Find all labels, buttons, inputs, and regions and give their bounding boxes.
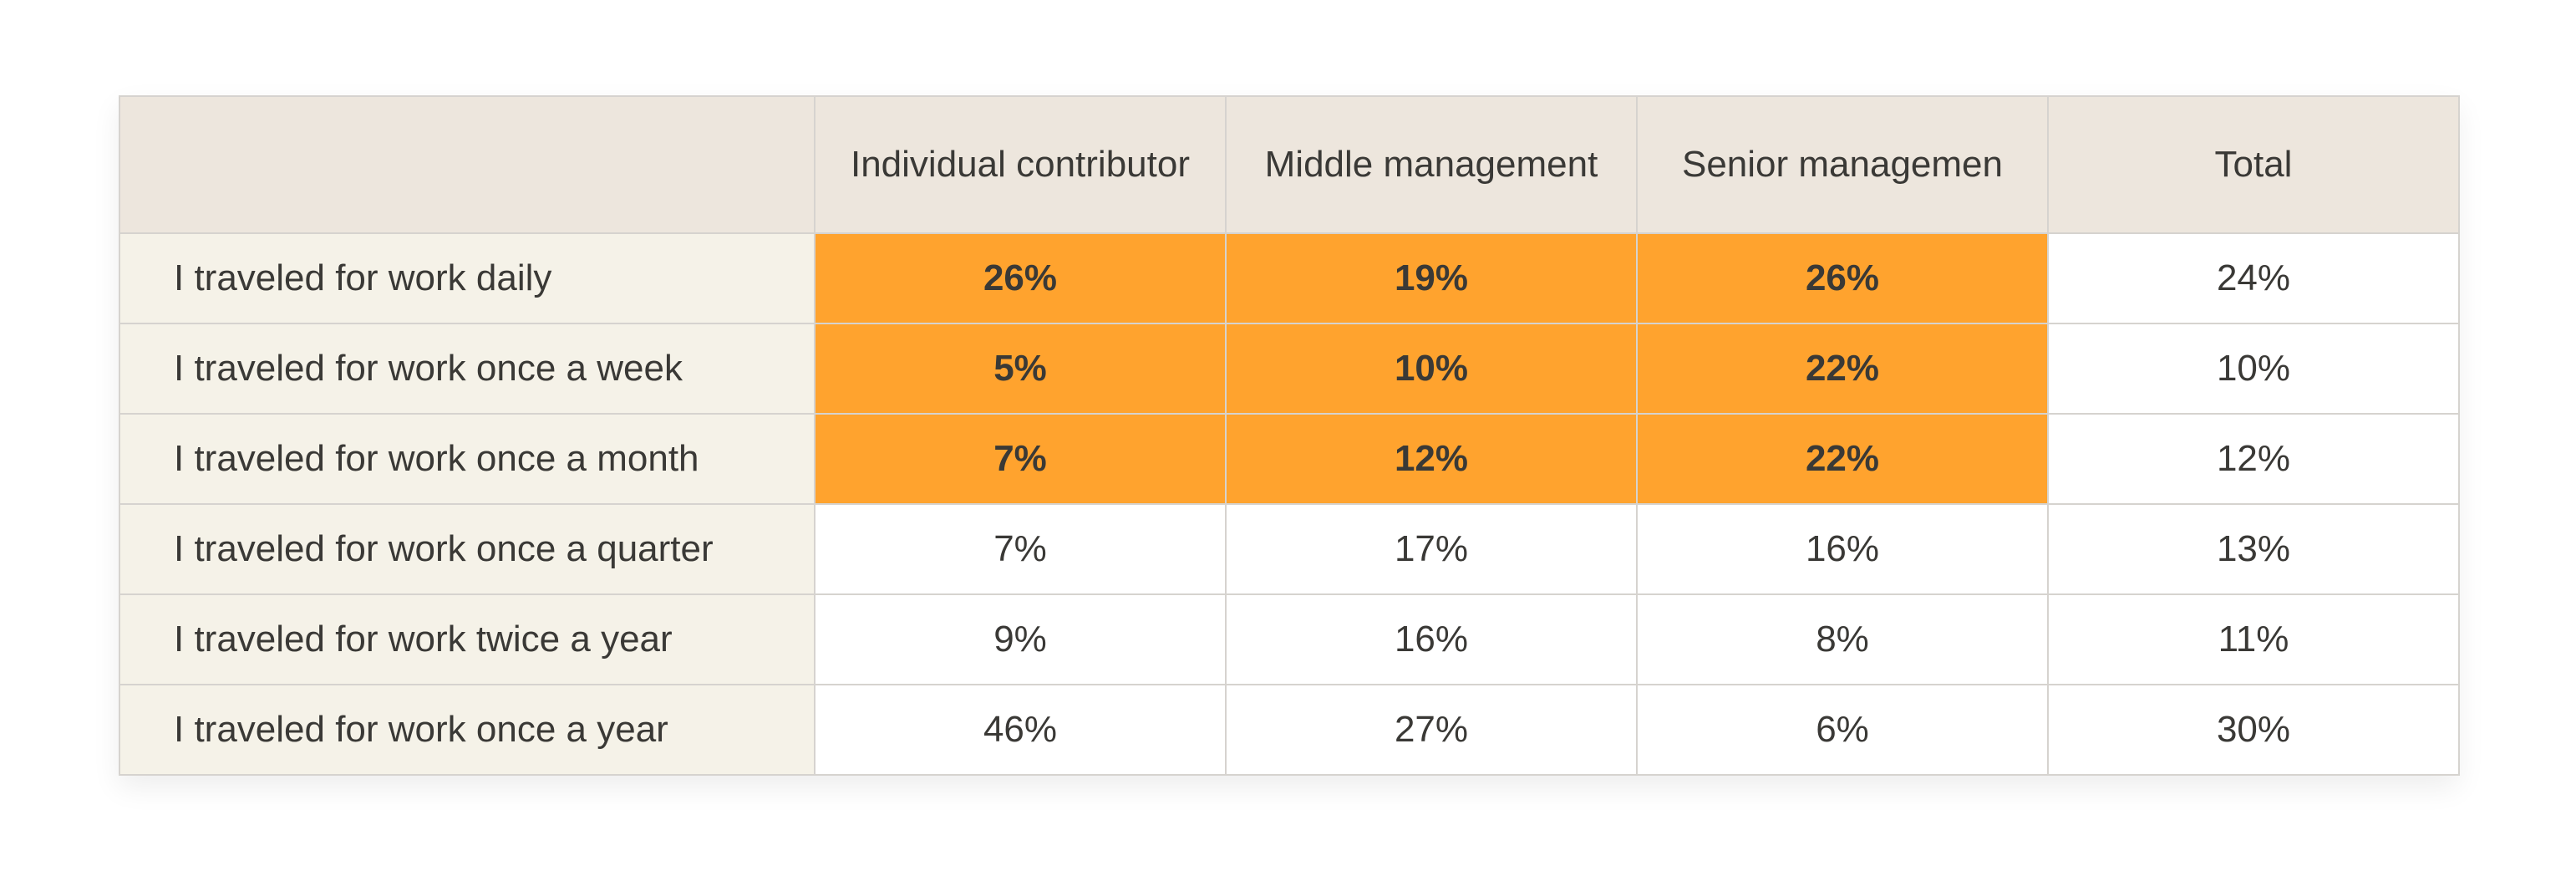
row-label: I traveled for work once a week xyxy=(119,323,815,415)
cell-senior-management: 8% xyxy=(1636,593,2049,685)
cell-total: 13% xyxy=(2047,503,2460,595)
cell-middle-management: 10% xyxy=(1225,323,1638,415)
header-corner-cell xyxy=(119,95,815,234)
cell-senior-management: 26% xyxy=(1636,232,2049,324)
table-row: I traveled for work once a week 5% 10% 22% 1… xyxy=(119,323,2460,415)
cell-total: 12% xyxy=(2047,413,2460,505)
cell-total: 30% xyxy=(2047,684,2460,776)
cell-senior-management: 6% xyxy=(1636,684,2049,776)
cell-middle-management: 12% xyxy=(1225,413,1638,505)
table-row: I traveled for work once a month 7% 12% 22%… xyxy=(119,413,2460,505)
header-individual-contributor: Individual contributor xyxy=(814,95,1227,234)
row-label: I traveled for work once a month xyxy=(119,413,815,505)
cell-individual-contributor: 7% xyxy=(814,413,1227,505)
cell-total: 11% xyxy=(2047,593,2460,685)
cell-individual-contributor: 5% xyxy=(814,323,1227,415)
cell-senior-management: 22% xyxy=(1636,413,2049,505)
cell-individual-contributor: 46% xyxy=(814,684,1227,776)
cell-middle-management: 17% xyxy=(1225,503,1638,595)
cell-total: 10% xyxy=(2047,323,2460,415)
cell-senior-management: 22% xyxy=(1636,323,2049,415)
row-label: I traveled for work daily xyxy=(119,232,815,324)
cell-individual-contributor: 26% xyxy=(814,232,1227,324)
header-senior-management: Senior managemen xyxy=(1636,95,2049,234)
travel-frequency-table: Individual contributor Middle management… xyxy=(119,95,2460,776)
table-row: I traveled for work twice a year 9% 16% 8% 1… xyxy=(119,593,2460,685)
table-row: I traveled for work daily 26% 19% 26% 24% xyxy=(119,232,2460,324)
cell-middle-management: 19% xyxy=(1225,232,1638,324)
table-body: I traveled for work daily 26% 19% 26% 24% I t… xyxy=(119,232,2460,776)
row-label: I traveled for work once a quarter xyxy=(119,503,815,595)
cell-individual-contributor: 7% xyxy=(814,503,1227,595)
row-label: I traveled for work twice a year xyxy=(119,593,815,685)
header-middle-management: Middle management xyxy=(1225,95,1638,234)
cell-middle-management: 27% xyxy=(1225,684,1638,776)
table-header-row: Individual contributor Middle management… xyxy=(119,95,2460,234)
cell-individual-contributor: 9% xyxy=(814,593,1227,685)
travel-frequency-table-container: Individual contributor Middle management… xyxy=(119,95,2460,776)
cell-total: 24% xyxy=(2047,232,2460,324)
table-row: I traveled for work once a year 46% 27% 6% 3… xyxy=(119,684,2460,776)
header-total: Total xyxy=(2047,95,2460,234)
cell-middle-management: 16% xyxy=(1225,593,1638,685)
row-label: I traveled for work once a year xyxy=(119,684,815,776)
table-row: I traveled for work once a quarter 7% 17% 1… xyxy=(119,503,2460,595)
cell-senior-management: 16% xyxy=(1636,503,2049,595)
